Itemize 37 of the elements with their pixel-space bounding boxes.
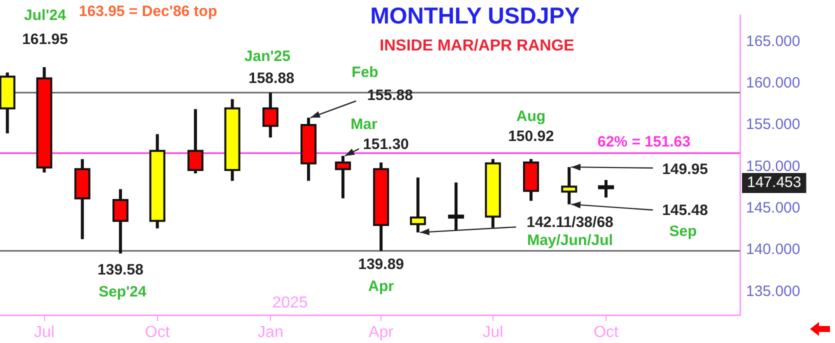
x-tick-label: Apr xyxy=(368,324,394,342)
y-tick-label: 155.000 xyxy=(746,116,800,134)
y-tick-label: 145.000 xyxy=(746,199,800,216)
annotation: 158.88 xyxy=(248,70,294,87)
annotation: Sep'24 xyxy=(98,284,147,301)
annotation: May/Jun/Jul xyxy=(527,232,613,250)
annotation: Aug xyxy=(516,108,546,126)
annotation: Jul'24 xyxy=(24,7,67,24)
annotation: 142.11/38/68 xyxy=(526,214,614,232)
y-tick-label: 165.000 xyxy=(746,32,800,50)
annotation: 2025 xyxy=(272,294,308,312)
annotation: Mar xyxy=(350,116,378,133)
annotation: 139.89 xyxy=(358,256,404,274)
annotation: 163.95 = Dec'86 top xyxy=(78,3,218,20)
text: 147.453 xyxy=(747,174,802,192)
x-tick-label: Jul xyxy=(482,324,504,342)
annotation: 151.30 xyxy=(363,136,409,153)
x-tick-label: Oct xyxy=(594,324,620,342)
annotation: Jan'25 xyxy=(244,48,290,65)
annotation: Sep xyxy=(669,223,697,240)
annotation: 161.95 xyxy=(22,31,68,48)
annotation: 149.95 xyxy=(662,161,708,178)
annotation: Apr xyxy=(368,278,394,296)
annotation: 145.48 xyxy=(662,202,708,220)
ref-line-label: 62% = 151.63 xyxy=(598,134,690,151)
x-tick-label: Jan xyxy=(258,324,284,342)
y-tick-label: 140.000 xyxy=(746,241,800,258)
annotation: 139.58 xyxy=(98,262,144,279)
x-tick-label: Jul xyxy=(34,324,54,342)
x-tick-label: Oct xyxy=(144,324,170,342)
y-tick-label: 135.000 xyxy=(746,282,800,300)
text: INSIDE MAR/APR RANGE xyxy=(380,37,575,54)
y-tick-label: 150.000 xyxy=(746,158,800,175)
chart-title: MONTHLY USDJPY xyxy=(370,2,580,28)
annotation: Feb xyxy=(352,64,378,82)
y-tick-label: 160.000 xyxy=(746,74,800,92)
annotation: 150.92 xyxy=(508,128,554,146)
